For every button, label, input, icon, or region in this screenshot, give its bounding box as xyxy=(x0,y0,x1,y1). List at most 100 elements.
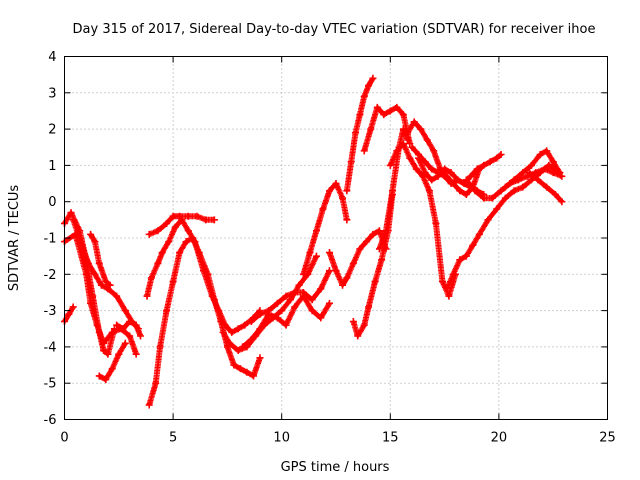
data-point xyxy=(536,151,544,159)
data-point xyxy=(386,161,394,169)
data-point xyxy=(291,303,299,311)
data-point xyxy=(299,292,307,300)
data-point xyxy=(369,74,377,82)
y-tick-label: 1 xyxy=(48,159,56,174)
data-point xyxy=(356,245,364,253)
y-tick-label: 2 xyxy=(48,123,56,138)
data-point xyxy=(410,118,418,126)
data-point xyxy=(412,165,420,173)
data-point xyxy=(154,259,162,267)
data-point xyxy=(380,111,388,119)
data-point xyxy=(91,270,99,278)
data-point xyxy=(428,165,436,173)
data-point xyxy=(519,183,527,191)
data-point xyxy=(176,249,184,257)
chart-title: Day 315 of 2017, Sidereal Day-to-day VTE… xyxy=(73,22,596,37)
data-point xyxy=(373,103,381,111)
data-point xyxy=(256,325,264,333)
data-point xyxy=(360,321,368,329)
series-track-14 xyxy=(247,267,333,325)
data-point xyxy=(501,194,509,202)
data-point xyxy=(343,274,351,282)
data-point xyxy=(532,169,540,177)
series-track-25 xyxy=(415,151,505,188)
data-point xyxy=(163,219,171,227)
data-point xyxy=(189,234,197,242)
x-tick-label: 15 xyxy=(382,431,399,446)
data-point xyxy=(375,227,383,235)
data-point xyxy=(165,238,173,246)
data-point xyxy=(462,190,470,198)
data-point xyxy=(69,216,77,224)
data-point xyxy=(356,111,364,119)
grid xyxy=(64,56,608,420)
data-point xyxy=(325,267,333,275)
data-point xyxy=(223,343,231,351)
data-point xyxy=(87,230,95,238)
data-point xyxy=(291,288,299,296)
data-point xyxy=(100,347,108,355)
data-point xyxy=(247,317,255,325)
data-point xyxy=(523,172,531,180)
data-point xyxy=(308,296,316,304)
data-point xyxy=(126,332,134,340)
data-point xyxy=(423,136,431,144)
data-point xyxy=(545,161,553,169)
x-tick-label: 20 xyxy=(491,431,508,446)
x-tick-label: 10 xyxy=(273,431,290,446)
data-point xyxy=(469,241,477,249)
data-point xyxy=(415,154,423,162)
data-point xyxy=(147,274,155,282)
data-point xyxy=(82,270,90,278)
data-point xyxy=(525,169,533,177)
data-point xyxy=(219,328,227,336)
data-point xyxy=(343,187,351,195)
data-point xyxy=(145,230,153,238)
data-point xyxy=(121,307,129,315)
x-tick-label: 25 xyxy=(599,431,616,446)
data-point xyxy=(295,281,303,289)
data-point xyxy=(113,292,121,300)
data-point xyxy=(541,165,549,173)
data-point xyxy=(200,267,208,275)
data-point xyxy=(204,270,212,278)
data-point xyxy=(319,205,327,213)
data-point xyxy=(534,176,542,184)
data-point xyxy=(480,161,488,169)
data-point xyxy=(462,252,470,260)
data-point xyxy=(362,238,370,246)
x-tick-label: 0 xyxy=(60,431,68,446)
data-point xyxy=(184,212,192,220)
series-track-5 xyxy=(87,230,114,289)
data-point xyxy=(421,158,429,166)
data-point xyxy=(234,325,242,333)
data-point xyxy=(273,314,281,322)
data-point xyxy=(282,321,290,329)
data-point xyxy=(441,165,449,173)
data-point xyxy=(371,278,379,286)
data-point xyxy=(241,321,249,329)
data-point xyxy=(93,321,101,329)
data-point xyxy=(406,154,414,162)
data-point xyxy=(317,285,325,293)
data-point xyxy=(428,176,436,184)
data-point xyxy=(325,187,333,195)
data-point xyxy=(404,129,412,137)
data-point xyxy=(399,140,407,148)
data-point xyxy=(343,216,351,224)
data-point xyxy=(543,147,551,155)
data-point xyxy=(97,281,105,289)
data-point xyxy=(386,107,394,115)
data-point xyxy=(234,347,242,355)
data-point xyxy=(243,368,251,376)
data-point xyxy=(249,372,257,380)
series-track-6 xyxy=(95,339,129,384)
data-point xyxy=(184,227,192,235)
y-tick-label: -6 xyxy=(44,413,57,428)
y-tick-labels: -6 -5 -4 -3 -2 -1 0 1 2 3 4 xyxy=(44,50,57,428)
series-track-10 xyxy=(145,212,218,238)
data-point xyxy=(417,125,425,133)
data-point xyxy=(306,249,314,257)
data-point xyxy=(217,317,225,325)
series-track-4 xyxy=(69,216,142,333)
